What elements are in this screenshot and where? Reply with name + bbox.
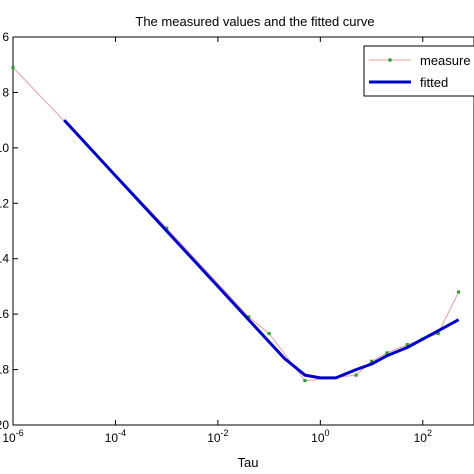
data-point-measured [436,331,440,336]
plot-frame [12,36,474,426]
x-tick-label: 102 [414,428,432,445]
y-tick-label: 16 [0,307,9,321]
y-tick-label: 20 [0,418,9,432]
data-point-measured [385,351,389,355]
y-tick-label: 6 [2,30,9,44]
x-tick-label: 100 [311,428,329,445]
x-tick-label: 10-4 [105,428,126,445]
y-tick-label: 12 [0,196,9,210]
legend-box [363,45,474,97]
y-tick-label: 14 [0,252,9,266]
x-tick-label: 10-6 [2,428,23,445]
y-tick-label: 18 [0,363,9,377]
y-tick-label: 10 [0,141,9,155]
legend-marker-measured [388,58,392,62]
series-layer [11,65,461,383]
plot-area [12,36,474,426]
data-point-measured [405,343,409,347]
y-tick-label: 8 [2,85,9,99]
data-point-measured [303,379,307,383]
legend: measure fitted [363,45,474,97]
chart-title: The measured values and the fitted curve [135,14,374,29]
data-point-measured [267,331,271,336]
data-point-measured [247,315,251,319]
series-line-fitted [63,119,460,380]
axis-ticks: 10-6 10-4 10-2 100 102 6 8 10 12 14 16 18 20 [0,30,432,445]
data-point-measured [165,226,169,230]
x-tick-label: 10-2 [207,428,228,445]
data-point-measured [456,290,461,294]
data-point-measured [354,373,358,377]
data-point-measured [11,65,15,70]
legend-label-measured: measure [420,53,471,68]
x-axis-title: Tau [238,455,259,470]
legend-label-fitted: fitted [420,75,448,90]
data-point-measured [369,359,374,363]
